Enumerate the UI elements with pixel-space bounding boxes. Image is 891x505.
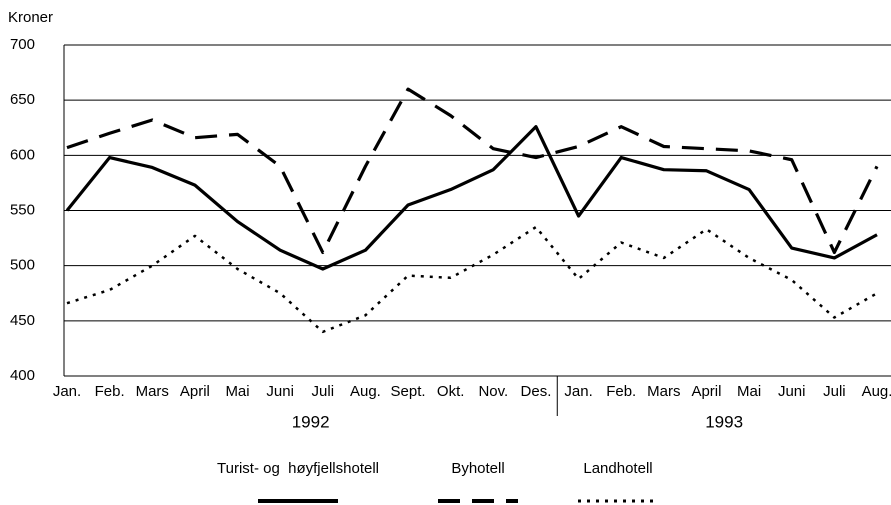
y-tick-label: 500 <box>10 257 35 274</box>
x-tick-label: Mars <box>136 383 169 400</box>
y-tick-label: 550 <box>10 201 35 218</box>
year-label: 1992 <box>292 412 330 431</box>
x-tick-label: Sept. <box>391 383 426 400</box>
x-tick-label: Des. <box>521 383 552 400</box>
x-tick-label: Mai <box>737 383 761 400</box>
x-tick-label: April <box>691 383 721 400</box>
y-tick-label: 650 <box>10 91 35 108</box>
x-tick-label: Feb. <box>95 383 125 400</box>
y-axis-label: Kroner <box>8 9 53 26</box>
x-tick-label: Mai <box>225 383 249 400</box>
legend-label: Landhotell <box>583 460 652 477</box>
x-tick-label: Juli <box>312 383 335 400</box>
x-tick-label: Juni <box>778 383 806 400</box>
series-line <box>66 225 878 334</box>
x-tick-label: April <box>180 383 210 400</box>
x-tick-label: Juli <box>823 383 846 400</box>
x-tick-label: Mars <box>647 383 680 400</box>
x-tick-label: Nov. <box>478 383 508 400</box>
y-tick-label: 450 <box>10 312 35 329</box>
y-tick-label: 700 <box>10 36 35 53</box>
y-tick-label: 600 <box>10 146 35 163</box>
year-label: 1993 <box>705 412 743 431</box>
x-tick-label: Feb. <box>606 383 636 400</box>
y-tick-label: 400 <box>10 367 35 384</box>
x-tick-label: Aug. <box>862 383 891 400</box>
legend-label: Byhotell <box>451 460 504 477</box>
x-tick-label: Jan. <box>53 383 81 400</box>
series-line <box>65 125 878 271</box>
x-tick-label: Okt. <box>437 383 465 400</box>
x-tick-label: Jan. <box>564 383 592 400</box>
x-tick-label: Aug. <box>350 383 381 400</box>
x-tick-label: Juni <box>266 383 294 400</box>
legend-label: Turist- og høyfjellshotell <box>217 460 379 477</box>
series-line <box>66 87 879 255</box>
